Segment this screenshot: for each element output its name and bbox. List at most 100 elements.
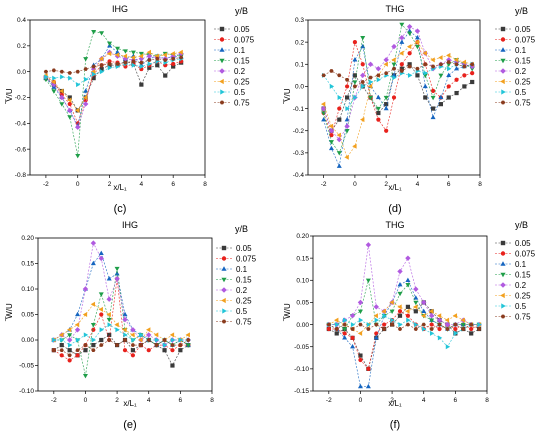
- data-point: [67, 97, 72, 103]
- legend-marker: [221, 256, 227, 261]
- legend-item: 0.075: [216, 255, 257, 264]
- data-point: [170, 337, 176, 343]
- data-point: [444, 321, 451, 328]
- legend-item: 0.05: [214, 25, 250, 34]
- data-point: [90, 301, 96, 307]
- data-point: [115, 62, 120, 66]
- y-tick-label: -0.4: [293, 172, 305, 179]
- legend-item: 0.075: [214, 36, 255, 45]
- data-point: [163, 58, 168, 62]
- data-point: [122, 348, 128, 353]
- legend-marker: [500, 37, 506, 42]
- series-0.25: [326, 299, 481, 336]
- series-0.075: [43, 59, 184, 126]
- y-tick-label: 0.20: [21, 235, 34, 242]
- data-point: [429, 327, 434, 331]
- data-point: [375, 66, 382, 72]
- data-point: [446, 84, 451, 89]
- data-point: [445, 344, 451, 350]
- data-point: [59, 348, 64, 353]
- series-0.25: [320, 39, 474, 160]
- data-point: [75, 348, 80, 353]
- data-point: [407, 51, 412, 56]
- data-point: [350, 327, 355, 331]
- series-0.075: [321, 40, 475, 138]
- data-point: [436, 313, 442, 319]
- x-tick-label: 4: [147, 397, 151, 404]
- legend-label: 0.2: [236, 286, 248, 295]
- data-point: [98, 250, 104, 255]
- data-point: [360, 72, 366, 79]
- data-point: [446, 52, 451, 58]
- legend-label: 0.075: [236, 255, 257, 264]
- panel-d: -2 0 2 4 6 8 -0.4 -0.3 -0.2 -0.1 0.0 0.1 0.2 0.3 THG …: [275, 0, 550, 216]
- x-axis-label: x/L₁: [113, 183, 127, 192]
- data-point: [429, 330, 435, 336]
- x-tick-label: 4: [140, 181, 144, 188]
- legend-title: y/B: [515, 6, 528, 16]
- data-point: [469, 331, 474, 336]
- x-axis-label: x/L₁: [388, 399, 402, 408]
- data-point: [82, 374, 88, 379]
- legend-label: 0.75: [236, 318, 252, 327]
- legend-item: 0.25: [216, 297, 252, 306]
- data-point: [130, 332, 135, 338]
- data-point: [382, 313, 387, 319]
- data-point: [107, 322, 112, 328]
- y-tick-label: 0.1: [295, 61, 304, 68]
- data-point: [153, 332, 159, 338]
- data-point: [123, 60, 128, 65]
- data-point: [376, 73, 381, 78]
- data-point: [171, 56, 176, 61]
- legend-item: 0.1: [214, 46, 246, 55]
- data-point: [453, 322, 458, 327]
- legend-item: 0.5: [214, 88, 246, 97]
- x-tick-label: 8: [485, 397, 489, 404]
- y-tick-label: -0.1: [293, 106, 305, 113]
- data-point: [353, 95, 358, 100]
- data-point: [139, 64, 145, 69]
- x-tick-label: 4: [416, 181, 420, 188]
- legend-item: 0.5: [495, 302, 527, 311]
- x-tick-label: 8: [478, 181, 482, 188]
- data-point: [146, 53, 153, 59]
- data-point: [430, 106, 436, 111]
- legend-item: 0.075: [495, 250, 536, 259]
- data-point: [114, 271, 120, 276]
- legend-label: 0.25: [515, 292, 531, 301]
- axes: -2 0 2 4 6 8 -0.8 -0.6 -0.4 -0.2 0.0 0.2 0.4: [15, 17, 207, 188]
- y-tick-label: 0.0: [17, 69, 26, 76]
- data-point: [66, 337, 73, 343]
- legend-label: 0.075: [515, 250, 536, 259]
- data-point: [366, 322, 372, 328]
- data-point: [438, 55, 443, 61]
- legend-item: 0.15: [495, 271, 531, 280]
- data-point: [366, 366, 371, 371]
- legend-item: 0.15: [214, 57, 250, 66]
- series-line: [328, 315, 480, 348]
- data-point: [413, 300, 419, 306]
- data-point: [337, 117, 342, 122]
- data-point: [122, 311, 128, 317]
- data-point: [366, 327, 371, 331]
- legend-marker: [500, 282, 506, 288]
- legend-item: 0.2: [495, 67, 527, 76]
- data-point: [406, 23, 413, 30]
- data-point: [83, 57, 89, 62]
- data-point: [452, 313, 458, 319]
- data-point: [414, 44, 420, 50]
- data-point: [99, 69, 105, 75]
- data-point: [122, 53, 128, 59]
- y-axis-label: ̅V/U: [283, 88, 292, 105]
- legend-marker: [219, 100, 225, 105]
- legend-label: 0.15: [234, 57, 250, 66]
- data-point: [170, 348, 175, 353]
- data-point: [122, 49, 128, 54]
- data-point: [139, 82, 144, 87]
- data-point: [444, 317, 450, 323]
- data-point: [430, 88, 436, 93]
- data-point: [320, 101, 326, 107]
- data-point: [397, 313, 403, 318]
- data-point: [405, 322, 411, 327]
